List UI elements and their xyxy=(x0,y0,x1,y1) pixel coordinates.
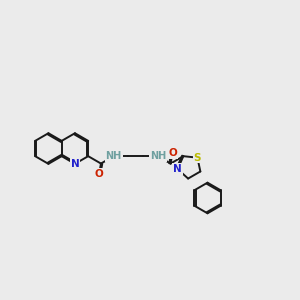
Text: NH: NH xyxy=(106,151,122,161)
Text: N: N xyxy=(70,159,79,169)
Text: N: N xyxy=(173,164,182,174)
Text: O: O xyxy=(168,148,177,158)
Text: O: O xyxy=(95,169,103,179)
Text: S: S xyxy=(194,153,201,163)
Text: NH: NH xyxy=(150,151,166,161)
